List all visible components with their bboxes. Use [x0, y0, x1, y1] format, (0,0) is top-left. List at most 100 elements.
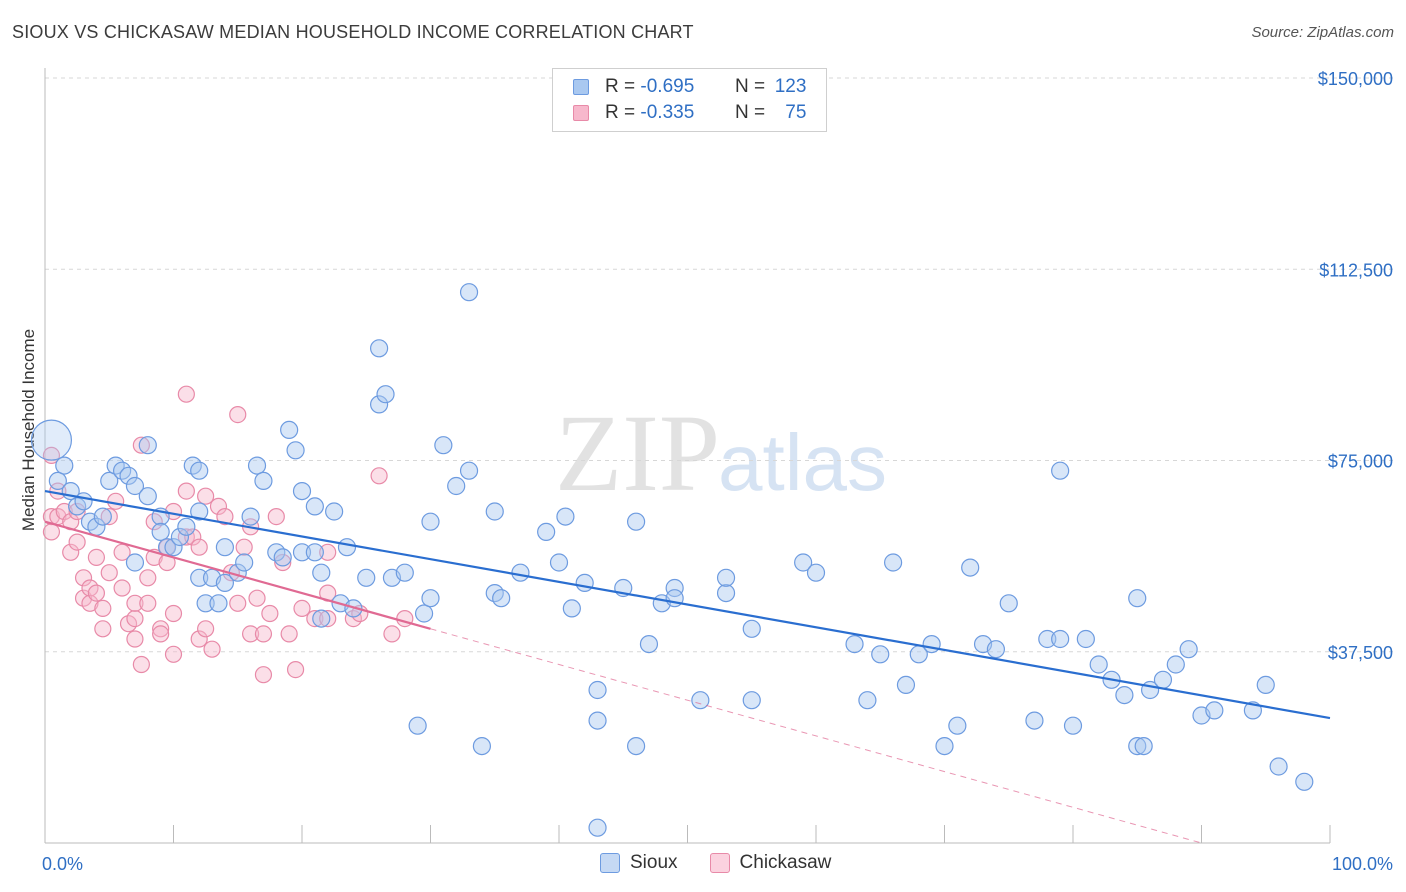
chickasaw-point: [68, 502, 86, 521]
sioux-point: [485, 502, 504, 521]
sioux-point: [376, 385, 395, 404]
sioux-point: [196, 594, 215, 613]
sioux-point: [325, 502, 344, 521]
chickasaw-point: [286, 660, 305, 679]
sioux-point: [408, 716, 427, 735]
chickasaw-point: [261, 604, 279, 623]
sioux-point: [883, 553, 903, 572]
sioux-point: [511, 563, 530, 582]
sioux-point: [1076, 629, 1095, 649]
chickasaw-point: [319, 609, 337, 628]
watermark-atlas: atlas: [718, 418, 887, 507]
chickasaw-point: [319, 543, 337, 561]
chickasaw-point: [87, 548, 106, 567]
sioux-point: [292, 482, 312, 501]
legend-row-chickasaw: R = -0.335 N = 75: [573, 101, 806, 125]
chickasaw-point: [68, 533, 86, 551]
chickasaw-point: [113, 579, 131, 597]
legend-item-sioux[interactable]: Sioux: [600, 852, 678, 874]
sioux-legend-swatch: [600, 853, 620, 873]
sioux-point: [742, 619, 761, 638]
sioux-point: [273, 548, 292, 567]
sioux-point: [562, 599, 581, 618]
sioux-point: [164, 538, 183, 557]
sioux-point: [170, 527, 190, 547]
sioux-point: [1269, 757, 1288, 776]
chickasaw-point: [74, 569, 93, 587]
sioux-point: [280, 420, 299, 439]
chickasaw-point: [229, 406, 247, 424]
sioux-point: [305, 497, 324, 516]
chickasaw-point: [152, 620, 170, 638]
chickasaw-point: [107, 492, 125, 510]
chickasaw-point: [229, 594, 247, 612]
chickasaw-point: [190, 630, 208, 648]
sioux-point: [1089, 655, 1108, 674]
sioux-point: [209, 594, 228, 613]
sioux-point: [100, 471, 119, 490]
sioux-point: [395, 563, 414, 582]
sioux-point: [1166, 655, 1185, 674]
chickasaw-trend-extension: [430, 628, 1202, 844]
sioux-point: [716, 568, 736, 587]
sioux-point: [305, 543, 324, 562]
sioux-point: [1128, 736, 1147, 756]
chickasaw-point: [139, 594, 157, 612]
sioux-point: [190, 568, 209, 587]
chickasaw-point: [126, 594, 144, 612]
sioux-point: [794, 553, 813, 572]
chickasaw-point: [164, 645, 183, 663]
sioux-point: [626, 736, 646, 756]
sioux-point: [215, 573, 234, 593]
sioux-point: [639, 634, 659, 654]
sioux-trend-line: [44, 490, 1331, 720]
chickasaw-point: [62, 543, 80, 561]
sioux-point: [30, 419, 73, 461]
sioux-point: [845, 634, 864, 654]
sioux-point: [254, 471, 273, 490]
chickasaw-swatch: [573, 105, 589, 121]
sioux-point: [1128, 589, 1147, 608]
sioux-point: [177, 517, 196, 536]
y-tick-label: $112,500: [1319, 260, 1393, 280]
sioux-point: [1179, 640, 1198, 659]
sioux-point: [1205, 701, 1224, 720]
legend-r-label: R =: [605, 102, 636, 123]
sioux-point: [55, 456, 74, 475]
sioux-point: [556, 507, 575, 526]
legend-label-chickasaw: Chickasaw: [739, 852, 832, 873]
chickasaw-point: [197, 487, 215, 505]
chickasaw-point: [177, 482, 195, 500]
sioux-point: [447, 476, 466, 496]
chickasaw-point: [113, 543, 131, 561]
legend-item-chickasaw[interactable]: Chickasaw: [709, 852, 832, 874]
sioux-point: [421, 512, 440, 531]
sioux-point: [871, 645, 890, 664]
sioux-point: [537, 522, 556, 542]
sioux-point: [312, 609, 331, 628]
sioux-point: [125, 476, 145, 496]
sioux-point: [1063, 716, 1083, 735]
sioux-point: [1038, 629, 1057, 649]
sioux-point: [922, 634, 941, 654]
sioux-point: [247, 456, 267, 475]
chickasaw-point: [94, 599, 112, 618]
chickasaw-point: [126, 630, 144, 648]
sioux-point: [575, 573, 594, 593]
sioux-point: [434, 436, 453, 455]
chickasaw-point: [132, 655, 150, 674]
chickasaw-point: [190, 538, 208, 556]
sioux-point: [588, 680, 607, 700]
sioux-point: [215, 538, 234, 557]
y-tick-label: $150,000: [1318, 69, 1393, 89]
chickasaw-point: [152, 625, 170, 643]
sioux-point: [370, 395, 389, 414]
chickasaw-point: [42, 523, 61, 541]
sioux-point: [337, 538, 357, 557]
sioux-point: [716, 583, 736, 603]
label-layer: $37,500 $75,000 $112,500 $150,000 0.0% 100.0%: [42, 69, 1393, 874]
legend-n-value: 75: [785, 102, 807, 123]
chickasaw-point: [203, 640, 221, 658]
chickasaw-point: [100, 507, 118, 526]
